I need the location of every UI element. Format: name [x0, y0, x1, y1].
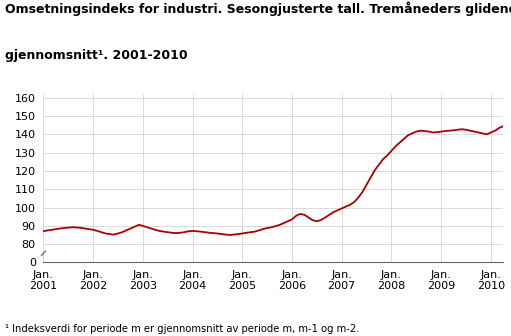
Text: ¹ Indeksverdi for periode m er gjennomsnitt av periode m, m-1 og m-2.: ¹ Indeksverdi for periode m er gjennomsn…: [5, 324, 360, 334]
Text: gjennomsnitt¹. 2001-2010: gjennomsnitt¹. 2001-2010: [5, 49, 188, 62]
Text: Omsetningsindeks for industri. Sesongjusterte tall. Tremåneders glidende: Omsetningsindeks for industri. Sesongjus…: [5, 2, 511, 16]
